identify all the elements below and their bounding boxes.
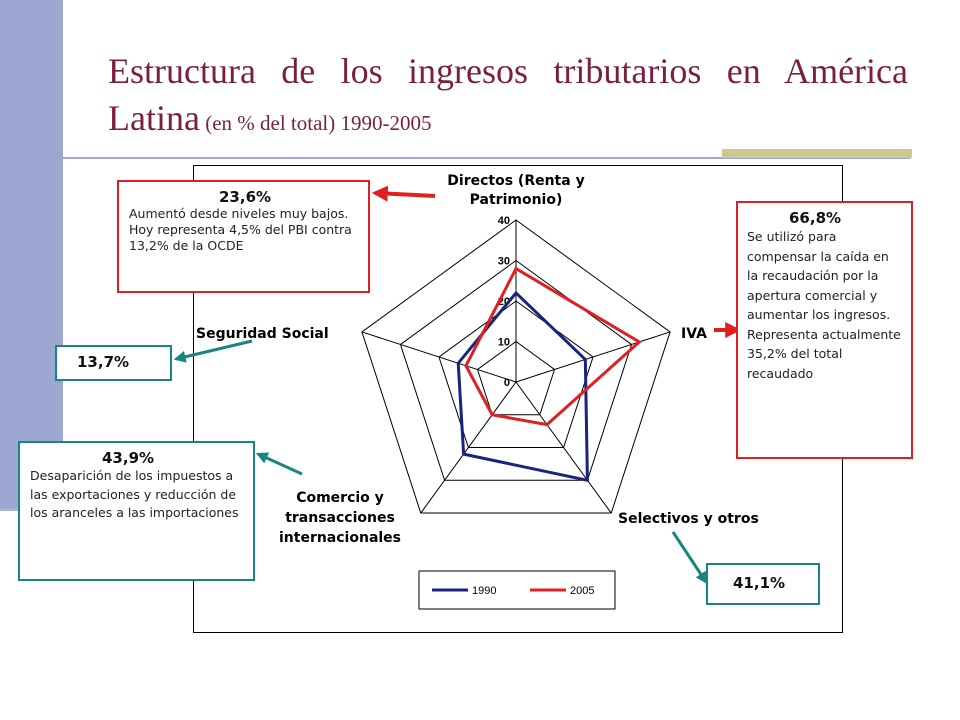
series-line-2005	[464, 266, 642, 427]
callout-selectivos: 41,1%	[706, 563, 820, 605]
callout-comercio-text: Desaparición de los impuestos a las expo…	[30, 468, 239, 520]
grid-ring-30	[399, 259, 633, 481]
tick-label-10: 10	[498, 337, 510, 349]
tick-label-30: 30	[498, 256, 510, 268]
axis-label-directos: Directos (Renta y Patrimonio)	[447, 173, 584, 208]
callout-comercio: 43,9% Desaparición de los impuestos a la…	[18, 441, 255, 581]
axis-label-comercio-line3: internacionales	[279, 530, 401, 546]
arrow-selectivos	[671, 531, 708, 585]
grid-ring-20	[438, 300, 594, 449]
title-main: Estructura de los ingresos tributarios e…	[108, 51, 908, 138]
legend-label-1990: 1990	[472, 585, 496, 597]
sidebar-decoration	[0, 0, 63, 510]
arrow-comercio	[255, 452, 303, 476]
callout-iva-value: 66,8%	[789, 209, 842, 227]
title-accent-bar	[722, 149, 912, 158]
callout-seguridad: 13,7%	[55, 345, 172, 381]
page-title: Estructura de los ingresos tributarios e…	[108, 48, 908, 146]
callout-directos: 23,6% Aumentó desde niveles muy bajos. H…	[117, 180, 370, 293]
axis-label-directos-line1: Directos (Renta y	[447, 173, 584, 189]
axis-label-comercio-line2: transacciones	[285, 510, 395, 526]
tick-label-0: 0	[504, 377, 510, 389]
callout-selectivos-value: 41,1%	[733, 574, 786, 592]
arrow-directos	[371, 185, 436, 202]
sidebar-underline	[0, 508, 22, 511]
spoke-selectivos	[515, 381, 612, 514]
callout-comercio-value: 43,9%	[102, 449, 155, 467]
spoke-iva	[515, 331, 671, 383]
title-rule	[40, 157, 910, 159]
axis-label-selectivos: Selectivos y otros	[618, 511, 759, 527]
axis-label-directos-line2: Patrimonio)	[470, 192, 563, 208]
spoke-comercio	[420, 381, 517, 514]
callout-directos-text: Aumentó desde niveles muy bajos. Hoy rep…	[129, 206, 352, 253]
axis-label-seguridad: Seguridad Social	[196, 326, 329, 342]
callout-iva-text: Se utilizó para compensar la caída en la…	[747, 229, 901, 381]
title-subtitle: (en % del total) 1990-2005	[199, 111, 432, 135]
tick-label-40: 40	[498, 215, 510, 227]
callout-iva: 66,8% Se utilizó para compensar la caída…	[736, 201, 913, 459]
axis-label-comercio-line1: Comercio y	[296, 490, 384, 506]
grid-ring-10	[476, 340, 556, 416]
arrow-seguridad	[173, 339, 253, 363]
legend-label-2005: 2005	[570, 585, 594, 597]
callout-directos-value: 23,6%	[219, 188, 272, 206]
axis-label-iva: IVA	[681, 326, 707, 342]
chart-legend: 1990 2005	[418, 570, 616, 610]
series-line-1990	[456, 290, 589, 483]
callout-seguridad-value: 13,7%	[77, 353, 130, 371]
grid-ring-40	[361, 219, 671, 514]
axis-label-comercio: Comercio y transacciones internacionales	[279, 490, 401, 546]
spoke-seguridad	[361, 331, 517, 383]
